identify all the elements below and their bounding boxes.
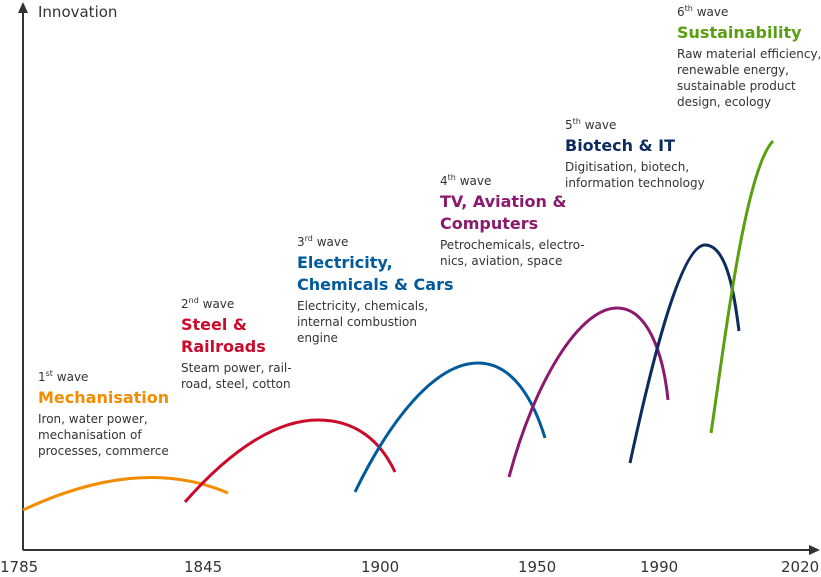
wave-description-line: design, ecology (677, 95, 772, 109)
wave-number: 2nd wave (181, 296, 292, 312)
axes (18, 2, 820, 555)
wave-ordinal-suffix: rd (304, 234, 313, 243)
wave-title: Sustainability (677, 22, 821, 44)
wave-3-label: 3rd wave Electricity, Chemicals & Cars Elec… (297, 234, 453, 346)
wave-word: wave (696, 5, 729, 19)
wave-word: wave (584, 118, 617, 132)
wave-description-line: sustainable product (677, 79, 796, 93)
wave-ordinal-suffix: nd (188, 296, 199, 305)
wave-ordinal-suffix: th (447, 173, 456, 182)
wave-number: 1st wave (38, 369, 169, 385)
wave-title-line: Electricity, (297, 253, 393, 272)
wave-title-line: Computers (440, 214, 539, 233)
wave-number: 3rd wave (297, 234, 453, 250)
wave-title: Mechanisation (38, 387, 169, 409)
wave-ordinal: 2 (181, 297, 189, 311)
wave-3-curve (353, 361, 547, 493)
wave-title: Steel & Railroads (181, 314, 292, 358)
wave-description-line: nics, aviation, space (440, 254, 563, 268)
wave-title-line: Mechanisation (38, 388, 170, 407)
y-axis-label: Innovation (38, 3, 118, 21)
wave-word: wave (459, 174, 492, 188)
wave-description-line: information technology (565, 176, 705, 190)
wave-number: 4th wave (440, 173, 585, 189)
wave-5-label: 5th wave Biotech & IT Digitisation, biotec… (565, 117, 705, 191)
wave-2-curve (183, 418, 397, 503)
wave-description: Petrochemicals, electro-nics, aviation, … (440, 237, 585, 269)
wave-description-line: road, steel, cotton (181, 377, 291, 391)
wave-word: wave (316, 235, 349, 249)
wave-description: Electricity, chemicals, internal combusti… (297, 298, 453, 346)
wave-description-line: Petrochemicals, electro- (440, 238, 585, 252)
wave-word: wave (56, 370, 89, 384)
wave-6-curve (709, 139, 775, 434)
wave-ordinal: 3 (297, 235, 305, 249)
wave-title-line: TV, Aviation & (440, 192, 567, 211)
wave-number: 5th wave (565, 117, 705, 133)
wave-1-curve (22, 475, 229, 512)
wave-description: Steam power, rail-road, steel, cotton (181, 360, 292, 392)
wave-description-line: engine (297, 331, 338, 345)
wave-ordinal: 5 (565, 118, 573, 132)
wave-description-line: renewable energy, (677, 63, 789, 77)
wave-1-label: 1st wave Mechanisation Iron, water power, m… (38, 369, 169, 459)
wave-4-curve (507, 306, 670, 478)
wave-description-line: Electricity, chemicals, (297, 299, 429, 313)
wave-4-label: 4th wave TV, Aviation & Computers Petrochem… (440, 173, 585, 269)
wave-title-line: Sustainability (677, 23, 802, 42)
wave-description-line: internal combustion (297, 315, 417, 329)
wave-title-line: Railroads (181, 337, 266, 356)
wave-ordinal-suffix: st (45, 369, 53, 378)
wave-ordinal-suffix: th (684, 4, 693, 13)
wave-description-line: processes, commerce (38, 444, 169, 458)
wave-title-line: Steel & (181, 315, 247, 334)
wave-word: wave (202, 297, 235, 311)
wave-description-line: Iron, water power, (38, 412, 148, 426)
wave-ordinal: 4 (440, 174, 448, 188)
wave-description-line: Steam power, rail- (181, 361, 292, 375)
wave-description: Raw material efficiency, renewable energy… (677, 46, 821, 110)
y-axis-arrow-icon (18, 2, 28, 13)
wave-ordinal: 1 (38, 370, 46, 384)
wave-description-line: Raw material efficiency, (677, 47, 821, 61)
wave-description: Digitisation, biotech, information techno… (565, 159, 705, 191)
wave-title: Electricity, Chemicals & Cars (297, 252, 453, 296)
wave-6-label: 6th wave Sustainability Raw material effic… (677, 4, 821, 110)
x-tick-1990: 1990 (640, 558, 679, 576)
x-tick-2020: 2020 (781, 558, 820, 576)
wave-2-label: 2nd wave Steel & Railroads Steam power, rai… (181, 296, 292, 392)
x-axis-arrow-icon (809, 545, 820, 555)
wave-ordinal: 6 (677, 5, 685, 19)
wave-description: Iron, water power, mechanisation of proces… (38, 411, 169, 459)
wave-title: Biotech & IT (565, 135, 705, 157)
x-tick-1950: 1950 (518, 558, 557, 576)
wave-number: 6th wave (677, 4, 821, 20)
wave-title-line: Chemicals & Cars (297, 275, 454, 294)
wave-title-line: Biotech & IT (565, 136, 676, 155)
wave-ordinal-suffix: th (572, 117, 581, 126)
wave-title: TV, Aviation & Computers (440, 191, 585, 235)
wave-description-line: mechanisation of (38, 428, 142, 442)
wave-description-line: Digitisation, biotech, (565, 160, 690, 174)
x-tick-1900: 1900 (361, 558, 400, 576)
x-tick-1785: 1785 (0, 558, 39, 576)
x-tick-1845: 1845 (184, 558, 223, 576)
